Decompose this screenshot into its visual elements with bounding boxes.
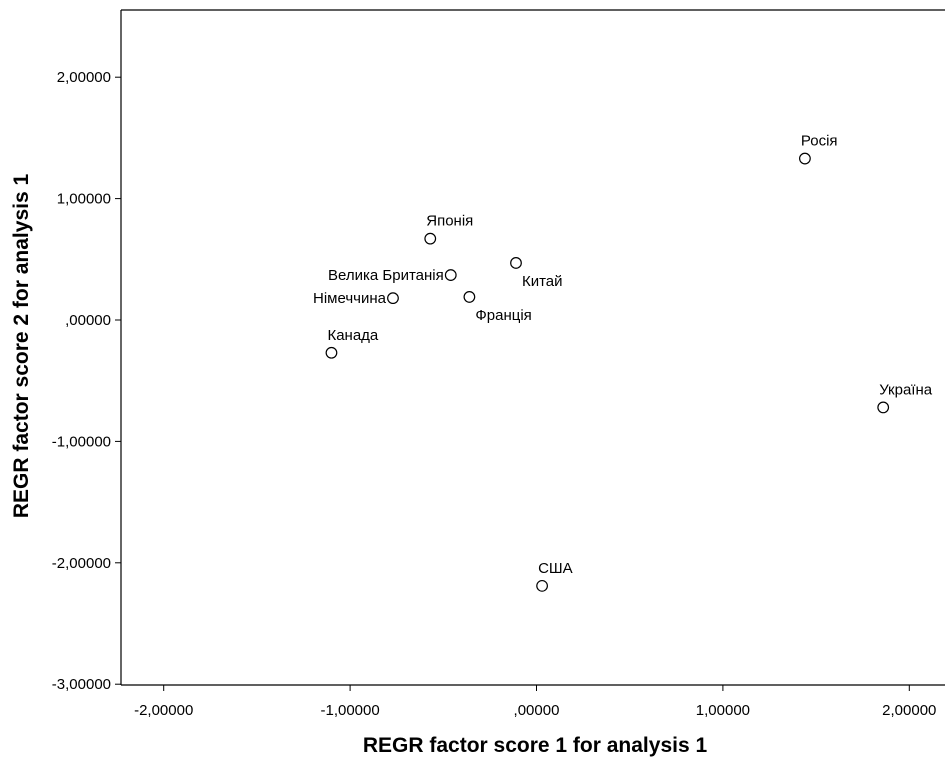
data-point <box>387 292 399 305</box>
point-label: США <box>538 560 573 577</box>
data-point <box>444 269 457 281</box>
data-point <box>536 579 548 592</box>
x-tick-label: -2,00000 <box>134 702 193 719</box>
y-tick-label: 2,00000 <box>57 69 111 86</box>
data-point <box>424 232 437 245</box>
y-axis: 2,00000 1,00000 ,00000 -1,00000 -2,00000 -3,0… <box>52 69 121 693</box>
y-tick-label: 1,00000 <box>57 191 111 208</box>
plot-area <box>120 9 945 686</box>
x-axis-title: REGR factor score 1 for analysis 1 <box>363 734 708 757</box>
point-label: Росія <box>801 133 838 150</box>
y-tick-label: ,00000 <box>65 312 111 329</box>
point-label: Китай <box>522 273 563 290</box>
data-points: Росія Японія Велика Британія Китай Німеччина… <box>313 133 933 592</box>
x-tick-label: 2,00000 <box>882 702 936 719</box>
point-label: Канада <box>327 327 378 344</box>
y-axis-title: REGR factor score 2 for analysis 1 <box>10 174 33 519</box>
x-tick-label: 1,00000 <box>696 702 750 719</box>
point-label: Японія <box>426 213 473 230</box>
data-point <box>510 257 522 269</box>
y-tick-label: -1,00000 <box>52 433 111 450</box>
point-label: Велика Британія <box>328 267 444 284</box>
data-point <box>799 152 811 165</box>
point-label: Україна <box>879 381 933 398</box>
data-point <box>463 291 476 303</box>
data-point <box>325 346 338 359</box>
y-tick-label: -2,00000 <box>52 555 111 572</box>
x-tick-label: -1,00000 <box>320 702 379 719</box>
point-label: Франція <box>475 307 531 324</box>
y-tick-label: -3,00000 <box>52 676 111 693</box>
x-tick-label: ,00000 <box>514 702 560 719</box>
point-label: Німеччина <box>313 290 387 307</box>
data-point <box>877 401 890 414</box>
x-axis: -2,00000 -1,00000 ,00000 1,00000 2,00000 <box>134 685 936 719</box>
